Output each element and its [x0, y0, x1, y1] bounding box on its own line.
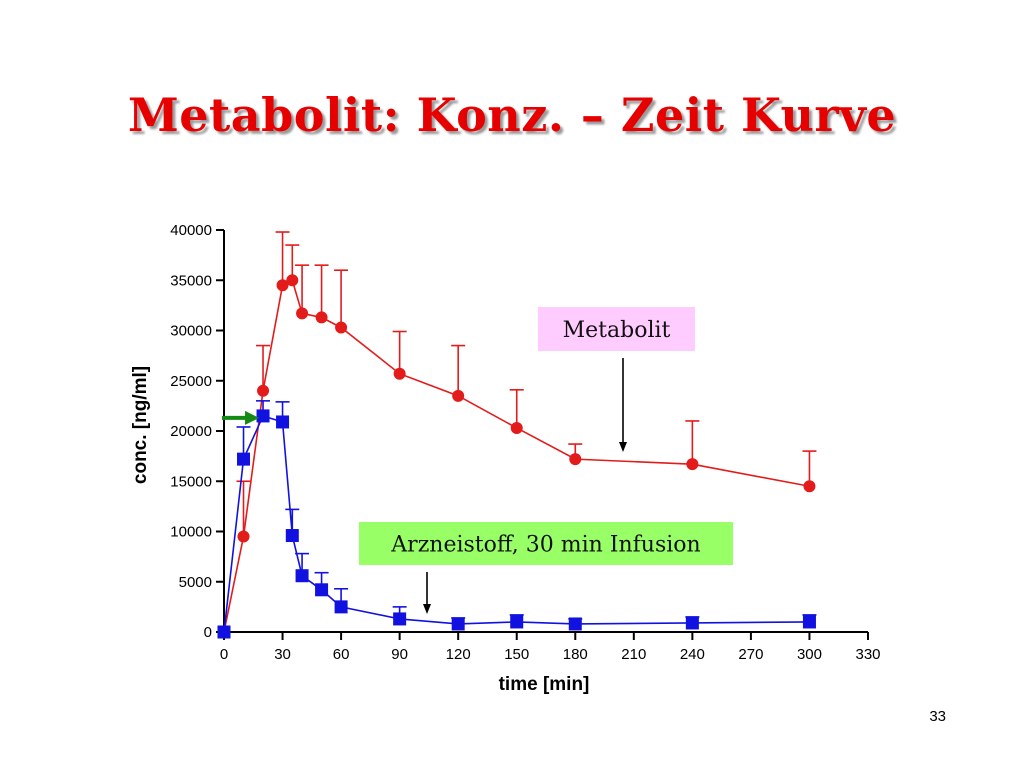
x-tick-label: 90 — [391, 646, 408, 663]
data-point — [686, 458, 699, 471]
callout-metabolit-arrow-head — [619, 442, 627, 452]
y-axis-title: conc. [ng/ml] — [130, 366, 151, 484]
y-tick-label: 20000 — [170, 423, 212, 440]
data-point — [315, 583, 329, 597]
data-point — [393, 367, 406, 380]
infusion-arrow-head — [245, 410, 260, 425]
callout-arzneistoff-label: Arzneistoff, 30 min Infusion — [390, 533, 700, 558]
data-point — [257, 384, 270, 397]
callout-arzneistoff-box — [359, 522, 733, 565]
data-point — [685, 616, 699, 630]
data-point — [452, 389, 465, 402]
series-layer — [217, 231, 817, 639]
x-tick-label: 300 — [797, 646, 822, 663]
data-point — [237, 530, 250, 543]
data-point — [569, 453, 582, 466]
chart-axes: 0 5000 10000 15000 20000 25000 30000 35000 40000… — [170, 222, 880, 663]
callout-metabolit-box — [538, 307, 695, 351]
data-point — [295, 569, 309, 583]
x-tick-label: 60 — [333, 646, 350, 663]
data-point — [451, 617, 465, 631]
y-tick-label: 40000 — [170, 222, 212, 239]
page-number: 33 — [929, 708, 946, 725]
series-line — [223, 279, 810, 633]
x-tick-label: 180 — [563, 646, 588, 663]
series-arzneistoff — [217, 400, 817, 639]
data-point — [510, 615, 524, 629]
slide-title: Metabolit: Konz. – Zeit Kurve — [127, 88, 897, 142]
x-tick-label: 30 — [274, 646, 291, 663]
x-axis-title: time [min] — [499, 674, 590, 695]
data-point — [510, 421, 523, 434]
x-tick-label: 0 — [220, 646, 228, 663]
y-tick-label: 30000 — [170, 323, 212, 340]
x-tick-label: 330 — [855, 646, 880, 663]
data-point — [335, 321, 348, 334]
data-point — [802, 615, 816, 629]
data-point — [803, 480, 816, 493]
y-tick-label: 5000 — [179, 574, 212, 591]
data-point — [256, 409, 270, 423]
data-point — [296, 307, 309, 320]
data-point — [276, 415, 290, 429]
x-tick-label: 120 — [446, 646, 471, 663]
y-tick-label: 10000 — [170, 524, 212, 541]
data-point — [286, 274, 299, 287]
data-point — [568, 617, 582, 631]
x-tick-label: 240 — [680, 646, 705, 663]
data-point — [276, 279, 289, 292]
callout-metabolit-label: Metabolit — [563, 318, 671, 343]
x-tick-label: 150 — [504, 646, 529, 663]
data-point — [334, 600, 348, 614]
x-tick-label: 210 — [621, 646, 646, 663]
series-metabolit — [218, 231, 817, 638]
y-tick-label: 35000 — [170, 272, 212, 289]
data-point — [315, 311, 328, 324]
data-point — [217, 625, 231, 639]
callout-metabolit: Metabolit — [538, 307, 695, 452]
y-tick-label: 15000 — [170, 473, 212, 490]
callout-arzneistoff-arrow-head — [423, 604, 431, 614]
data-point — [237, 452, 251, 466]
y-tick-label: 0 — [204, 624, 212, 641]
annotation-layer: Metabolit Arzneistoff, 30 min Infusion — [222, 307, 733, 614]
data-point — [393, 612, 407, 626]
x-tick-label: 270 — [738, 646, 763, 663]
data-point — [285, 529, 299, 543]
y-tick-label: 25000 — [170, 373, 212, 390]
callout-arzneistoff: Arzneistoff, 30 min Infusion — [359, 522, 733, 614]
